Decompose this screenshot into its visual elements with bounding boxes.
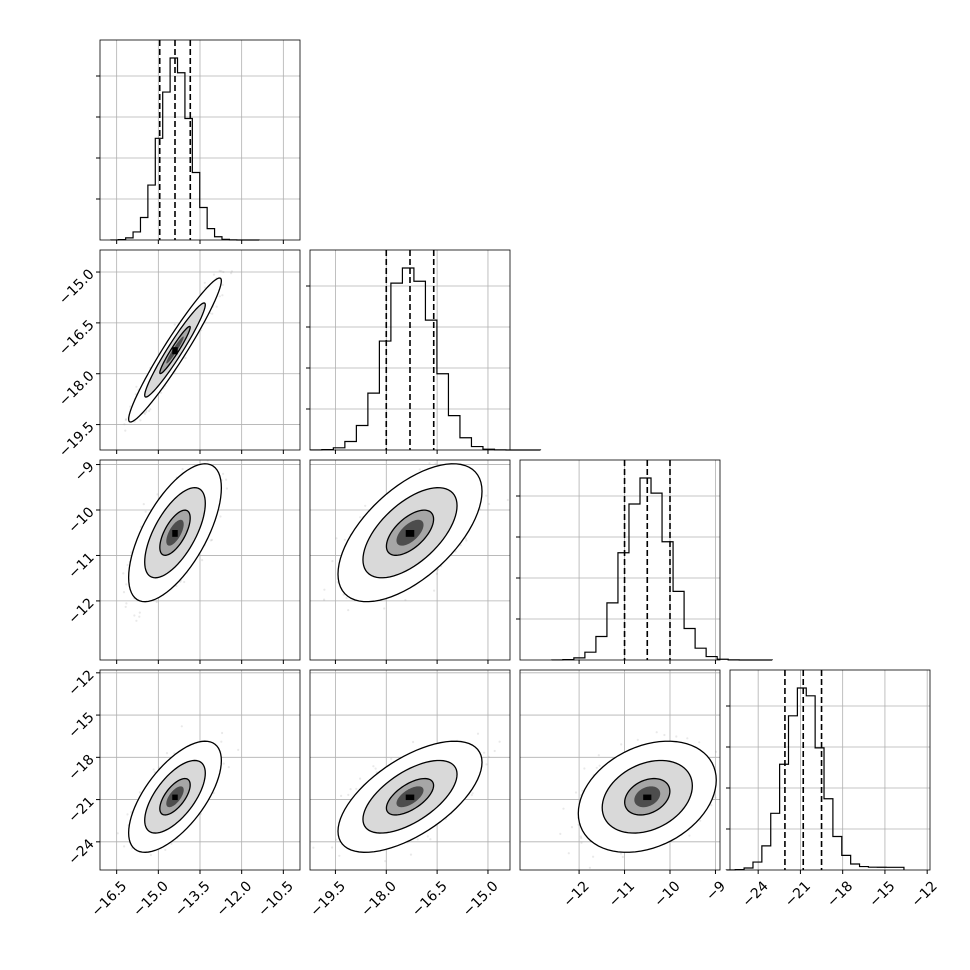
contour-level-2 — [127, 463, 223, 603]
sample-point — [212, 273, 216, 276]
sample-point — [142, 503, 145, 506]
sample-point — [230, 270, 233, 273]
sample-point — [138, 615, 141, 618]
sample-point — [347, 609, 350, 612]
sample-point — [143, 412, 147, 415]
sample-point — [221, 283, 224, 286]
contour-level-0 — [159, 325, 191, 375]
sample-point — [435, 457, 437, 459]
histogram-step-0 — [110, 57, 260, 241]
sample-point — [135, 619, 138, 622]
sample-point — [209, 539, 212, 542]
sample-point — [205, 455, 207, 457]
panel-frame — [729, 669, 931, 871]
sample-point — [124, 429, 127, 432]
sample-point — [126, 563, 129, 567]
sample-point — [435, 572, 438, 576]
histogram-panel-2 — [516, 459, 773, 661]
sample-point — [123, 423, 126, 426]
sample-point — [129, 405, 132, 408]
panel-frame — [519, 459, 721, 661]
sample-point — [323, 588, 326, 591]
sample-point — [125, 418, 128, 421]
sample-point — [145, 411, 148, 414]
sample-point — [448, 455, 450, 457]
sample-point — [124, 605, 127, 609]
panel-layer: −19.5−18.0−16.5−15.0−12−11−10−9−24−21−18… — [56, 39, 941, 920]
sample-point — [203, 281, 206, 284]
sample-point — [211, 312, 214, 315]
sample-point — [225, 478, 228, 481]
contour-level-1 — [144, 487, 206, 579]
sample-point — [156, 493, 159, 496]
sample-point — [434, 462, 437, 465]
contour-level-2 — [127, 277, 223, 423]
sample-point — [135, 385, 138, 388]
sample-point — [184, 356, 187, 360]
sample-point — [218, 269, 221, 272]
histogram-step-3 — [725, 687, 905, 871]
sample-point — [134, 393, 137, 396]
sample-point — [219, 515, 222, 518]
histogram-step-1 — [309, 267, 541, 451]
sample-point — [485, 494, 488, 497]
sample-point — [144, 510, 147, 513]
sample-point — [476, 442, 478, 444]
sample-point — [233, 455, 235, 457]
sample-point — [139, 419, 142, 422]
sample-point — [210, 538, 214, 542]
density-peak — [172, 530, 178, 537]
sample-point — [404, 598, 407, 602]
sample-point — [183, 580, 186, 584]
sample-point — [122, 572, 125, 575]
density-peak — [172, 347, 178, 355]
sample-point — [221, 294, 224, 297]
sample-point — [122, 591, 126, 594]
sample-point — [125, 583, 128, 586]
sample-point — [138, 611, 141, 614]
sample-point — [220, 270, 223, 273]
scatter-panel-1-0 — [99, 249, 301, 451]
sample-point — [133, 614, 136, 617]
sample-point — [175, 584, 178, 588]
sample-point — [149, 408, 152, 411]
sample-point — [148, 409, 151, 413]
scatter-panel-2-1 — [309, 442, 511, 661]
contour-level-1 — [144, 302, 206, 398]
sample-point — [222, 472, 225, 475]
scatter-panel-2-0 — [99, 455, 301, 661]
sample-point — [130, 551, 133, 554]
sample-point — [218, 295, 221, 298]
sample-point — [230, 272, 233, 275]
sample-point — [201, 559, 204, 562]
sample-point — [173, 323, 176, 326]
sample-point — [225, 487, 228, 490]
histogram-step-2 — [551, 477, 773, 661]
sample-point — [222, 270, 225, 274]
panel-frame — [309, 249, 511, 451]
histogram-panel-0 — [96, 39, 301, 241]
sample-point — [125, 602, 128, 605]
sample-point — [383, 607, 386, 610]
sample-point — [181, 467, 184, 471]
sample-point — [342, 593, 345, 596]
histogram-panel-3 — [725, 669, 931, 871]
sample-point — [155, 600, 158, 604]
contour-level-0 — [159, 509, 191, 556]
histogram-panel-1 — [306, 249, 541, 451]
sample-point — [215, 305, 218, 308]
sample-point — [160, 391, 163, 394]
sample-point — [124, 418, 127, 422]
